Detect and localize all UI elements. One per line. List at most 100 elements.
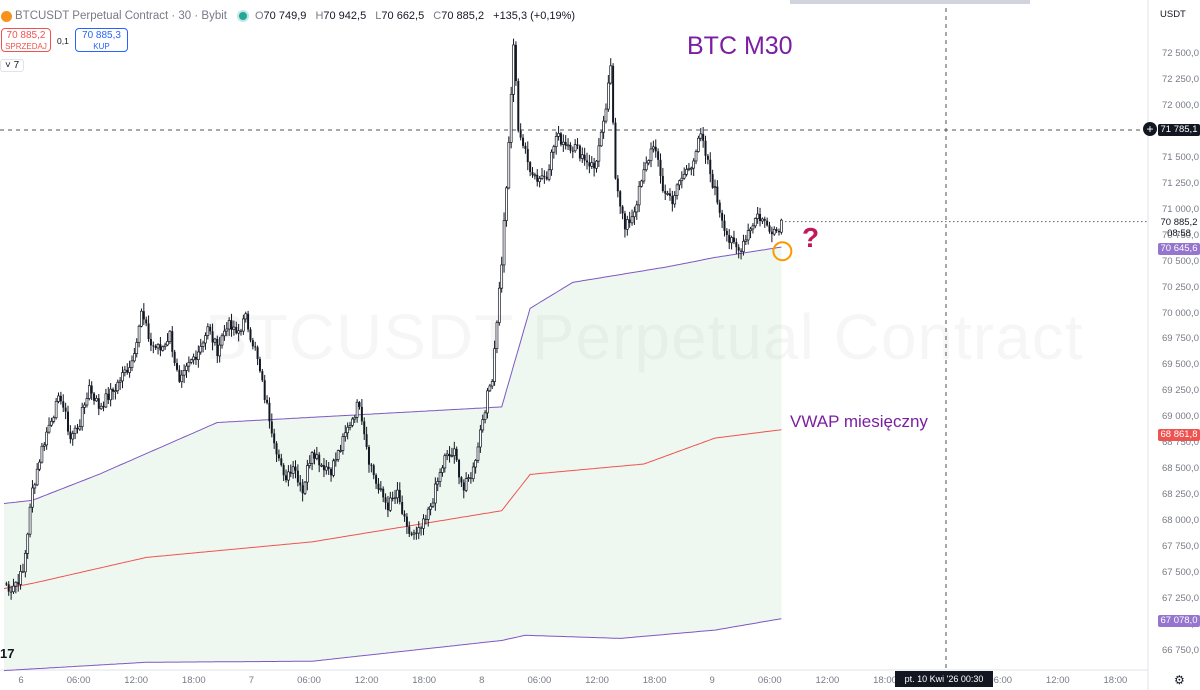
candle-body-up	[481, 419, 485, 431]
candle-body-down	[277, 454, 280, 459]
time-tick-label: 06:00	[297, 675, 321, 686]
sell-button[interactable]: 70 885,2 SPRZEDAJ	[1, 28, 51, 52]
currency-label[interactable]: USDT	[1160, 9, 1186, 20]
candle-body-down	[514, 44, 517, 82]
candle-body-down	[403, 513, 406, 517]
candle	[593, 157, 596, 177]
price-tick-label: 67 750,0	[1162, 541, 1199, 553]
buy-button[interactable]: 70 885,3 KUP	[75, 28, 128, 52]
candle	[649, 142, 653, 168]
candle	[566, 138, 570, 151]
candle-body-up	[666, 193, 669, 195]
candle	[702, 126, 705, 148]
candle	[142, 303, 145, 326]
candle	[126, 363, 129, 375]
candle-body-up	[324, 466, 328, 471]
plus-icon[interactable]: +	[1143, 122, 1157, 136]
market-status	[236, 10, 249, 22]
candle	[240, 328, 242, 336]
candle-body-up	[156, 343, 160, 349]
candle	[756, 206, 760, 224]
candle-body-down	[578, 145, 581, 159]
candle	[642, 161, 646, 184]
candle	[713, 179, 717, 196]
candle	[14, 581, 18, 594]
candle-body-down	[777, 230, 780, 233]
candle-body-down	[735, 242, 738, 248]
candle	[469, 472, 472, 484]
candle-body-up	[26, 533, 30, 554]
candle-body-down	[728, 234, 731, 243]
candle	[176, 358, 179, 372]
candle-body-up	[685, 169, 688, 175]
candle	[422, 514, 425, 536]
gear-icon[interactable]: ⚙	[1174, 673, 1185, 687]
candle-body-up	[332, 460, 335, 476]
symbol-header[interactable]: BTCUSDT Perpetual Contract · 30 · Bybit …	[0, 6, 581, 26]
candle-body-up	[533, 174, 537, 177]
candle-body-up	[40, 445, 44, 463]
candle-body-up	[730, 237, 733, 244]
candle	[685, 164, 688, 177]
annotation-title[interactable]: BTC M30	[687, 32, 793, 60]
candle	[761, 217, 764, 225]
candle-body-up	[393, 497, 397, 500]
candle-body-up	[502, 220, 506, 266]
candle	[529, 161, 532, 177]
candle-body-down	[152, 345, 155, 347]
symbol-title[interactable]: BTCUSDT Perpetual Contract · 30 · Bybit	[15, 10, 227, 22]
candle-body-up	[343, 432, 347, 437]
candle	[363, 417, 366, 440]
candle	[140, 308, 143, 328]
indicators-toggle[interactable]: ˅ 7	[0, 59, 25, 72]
candle	[218, 336, 222, 363]
candle	[196, 345, 200, 368]
candle	[671, 190, 674, 212]
vwap-band-fill	[4, 247, 782, 671]
candle	[332, 458, 335, 478]
candle-body-up	[590, 162, 594, 167]
candle-body-down	[370, 464, 373, 466]
candle-body-down	[261, 371, 264, 381]
candle-body-up	[573, 144, 577, 152]
candle	[123, 365, 127, 377]
price-tick-label: 71 500,0	[1162, 151, 1199, 163]
candle	[156, 343, 160, 355]
candle	[445, 449, 449, 461]
candle	[69, 425, 72, 444]
candle	[154, 344, 157, 351]
candle-body-down	[62, 401, 65, 408]
annotation-vwap-label[interactable]: VWAP miesięczny	[790, 412, 928, 431]
candle-body-down	[375, 475, 378, 484]
candle-body-up	[682, 173, 686, 179]
candle-body-up	[109, 388, 113, 401]
candle-body-up	[495, 322, 499, 349]
candle-body-up	[50, 420, 53, 426]
candle-body-down	[216, 338, 219, 356]
candle-body-down	[365, 434, 368, 447]
candle-body-down	[723, 220, 726, 231]
tradingview-logo[interactable]: 17	[0, 646, 15, 661]
candle-body-down	[455, 448, 458, 460]
price-tick-label: 70 000,0	[1162, 307, 1199, 319]
time-tick-label: 18:00	[642, 675, 667, 686]
candle-body-down	[318, 454, 321, 466]
candle	[718, 199, 721, 218]
candle	[652, 140, 655, 153]
candle-body-down	[251, 340, 254, 347]
candle-body-up	[689, 167, 693, 170]
annotation-question-mark[interactable]: ?	[802, 222, 820, 253]
price-tick-label: 66 750,0	[1162, 644, 1199, 656]
candle	[538, 176, 541, 188]
candle-body-down	[112, 389, 115, 392]
vwap-bands	[3, 246, 782, 672]
candle	[128, 360, 131, 378]
candle-body-up	[199, 346, 203, 353]
candle-body-down	[282, 465, 285, 476]
candle	[80, 402, 84, 431]
lower-band-line	[3, 618, 782, 672]
candle	[23, 550, 27, 578]
candle-body-up	[118, 380, 122, 383]
candle	[775, 227, 778, 233]
